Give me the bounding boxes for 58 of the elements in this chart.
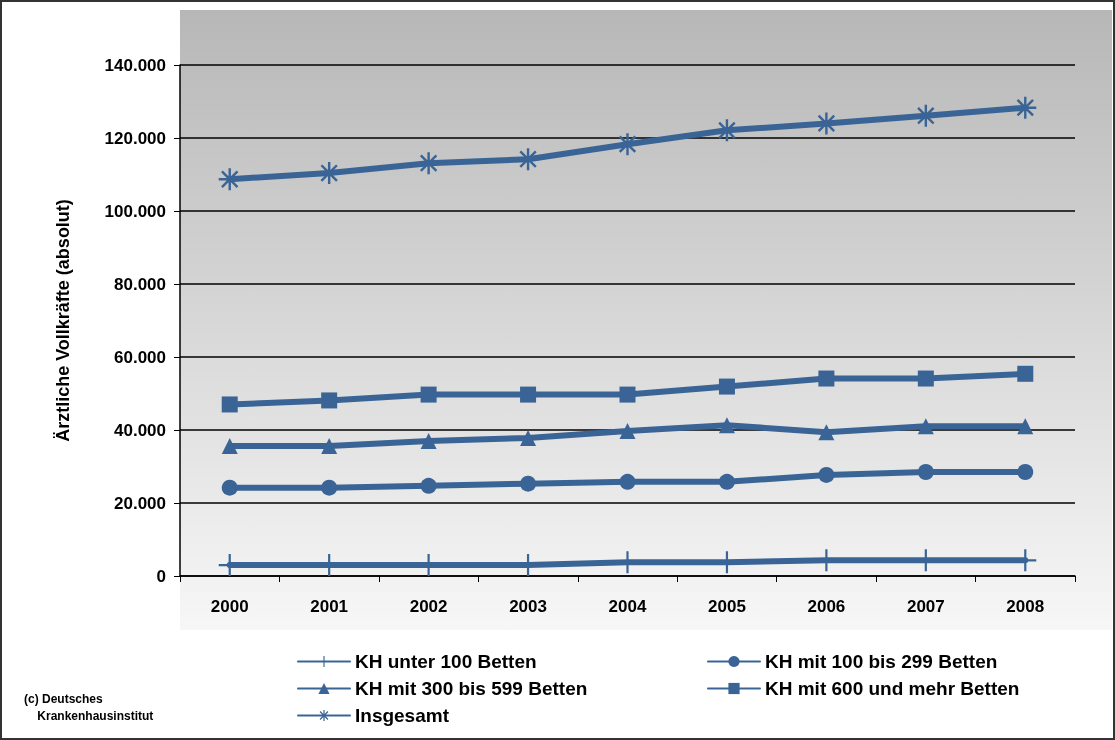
y-tick-label: 60.000 bbox=[114, 347, 166, 367]
point bbox=[221, 479, 238, 496]
legend-label: KH mit 300 bis 599 Betten bbox=[355, 678, 588, 699]
point bbox=[718, 473, 735, 490]
point bbox=[917, 418, 934, 435]
legend-label: KH mit 100 bis 299 Betten bbox=[765, 651, 998, 672]
x-tick-label: 2007 bbox=[906, 597, 945, 616]
x-tick-label: 2002 bbox=[409, 597, 448, 616]
y-tick-label: 140.000 bbox=[104, 55, 166, 75]
point bbox=[1017, 365, 1034, 382]
point bbox=[1017, 418, 1034, 435]
y-tick-label: 20.000 bbox=[114, 493, 166, 513]
point bbox=[520, 386, 537, 403]
point bbox=[619, 473, 636, 490]
point bbox=[1017, 463, 1034, 480]
point bbox=[917, 370, 934, 387]
x-tick-label: 2008 bbox=[1006, 597, 1045, 616]
point bbox=[321, 392, 338, 409]
point bbox=[815, 112, 838, 135]
x-tick-label: 2005 bbox=[708, 597, 746, 616]
point bbox=[520, 430, 537, 447]
text: (c) Deutsches Krankenhausinstitut bbox=[24, 691, 154, 723]
x-tick-label: 2004 bbox=[608, 597, 647, 616]
point bbox=[917, 463, 934, 480]
point bbox=[221, 396, 238, 413]
x-tick-label: 2006 bbox=[807, 597, 846, 616]
point bbox=[718, 417, 735, 434]
point bbox=[420, 432, 437, 449]
point bbox=[619, 423, 636, 440]
point bbox=[1014, 96, 1037, 119]
point bbox=[520, 475, 537, 492]
y-tick-label: 120.000 bbox=[104, 128, 166, 148]
x-tick-label: 2000 bbox=[210, 597, 249, 616]
point bbox=[616, 133, 639, 156]
point bbox=[417, 152, 440, 175]
point bbox=[218, 168, 241, 191]
point bbox=[718, 378, 735, 395]
point bbox=[420, 477, 437, 494]
point bbox=[715, 119, 738, 142]
x-tick-label: 2001 bbox=[310, 597, 349, 616]
y-tick-label: 80.000 bbox=[114, 274, 166, 294]
legend-label: KH unter 100 Betten bbox=[355, 651, 537, 672]
point bbox=[321, 479, 338, 496]
point bbox=[420, 386, 437, 403]
y-axis-title: Ärztliche Vollkräfte (absolut) bbox=[53, 199, 73, 442]
point bbox=[818, 424, 835, 441]
point bbox=[818, 370, 835, 387]
point bbox=[221, 438, 238, 455]
point bbox=[818, 466, 835, 483]
y-tick-label: 100.000 bbox=[104, 201, 166, 221]
x-tick-label: 2003 bbox=[509, 597, 547, 616]
y-tick-label: 0 bbox=[156, 566, 166, 586]
point bbox=[321, 438, 338, 455]
legend-label: Insgesamt bbox=[355, 705, 450, 726]
point bbox=[914, 104, 937, 127]
y-tick-label: 40.000 bbox=[114, 420, 166, 440]
point bbox=[619, 386, 636, 403]
legend-label: KH mit 600 und mehr Betten bbox=[765, 678, 1020, 699]
